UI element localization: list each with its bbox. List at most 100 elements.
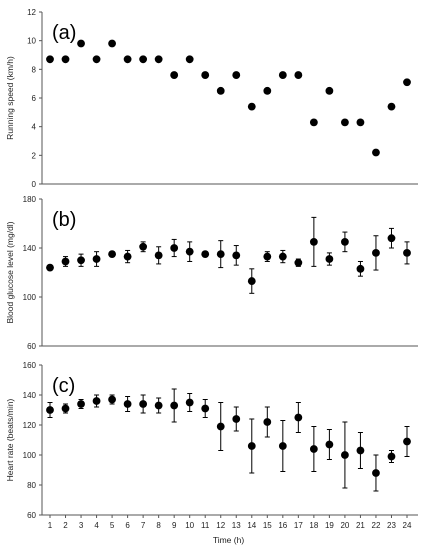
data-point bbox=[387, 102, 396, 111]
data-point bbox=[232, 415, 241, 423]
x-tick-label: 9 bbox=[172, 521, 177, 530]
data-point bbox=[325, 86, 334, 95]
y-tick-label: 180 bbox=[23, 195, 37, 204]
data-point bbox=[232, 71, 241, 79]
x-tick-label: 20 bbox=[340, 521, 349, 530]
data-point bbox=[201, 404, 210, 413]
x-tick-label: 6 bbox=[125, 521, 130, 530]
data-point bbox=[108, 250, 116, 259]
data-point bbox=[170, 401, 179, 410]
data-point bbox=[77, 39, 85, 48]
data-point bbox=[123, 400, 132, 408]
y-tick-label: 0 bbox=[32, 180, 37, 189]
data-point bbox=[201, 71, 210, 79]
x-tick-label: 23 bbox=[387, 521, 396, 530]
panel-1: 0 2 4 6 8 10 12 Running speed (km/h) (a) bbox=[5, 8, 418, 189]
data-point bbox=[387, 234, 396, 243]
x-tick-label: 3 bbox=[79, 521, 84, 530]
data-point bbox=[216, 250, 225, 259]
y-tick-label: 80 bbox=[27, 481, 36, 490]
data-point bbox=[92, 397, 101, 405]
data-point bbox=[185, 398, 194, 407]
data-point bbox=[263, 86, 272, 95]
x-tick-label: 4 bbox=[94, 521, 99, 530]
y-tick-label: 60 bbox=[27, 342, 36, 351]
data-point bbox=[294, 413, 303, 422]
data-point bbox=[278, 252, 287, 261]
data-point bbox=[372, 469, 380, 477]
data-point bbox=[341, 451, 349, 459]
y-tick-label: 8 bbox=[32, 65, 37, 74]
x-tick-label: 24 bbox=[403, 521, 412, 530]
data-point bbox=[372, 249, 380, 257]
data-point bbox=[170, 71, 179, 79]
data-point bbox=[309, 445, 318, 453]
panel-label: (a) bbox=[52, 22, 76, 44]
x-tick-label: 15 bbox=[263, 521, 272, 530]
data-point bbox=[263, 418, 272, 426]
data-point bbox=[341, 237, 349, 246]
x-tick-label: 13 bbox=[232, 521, 241, 530]
data-point bbox=[139, 242, 148, 251]
y-tick-label: 160 bbox=[23, 361, 37, 370]
data-point bbox=[403, 249, 411, 257]
y-tick-label: 140 bbox=[23, 391, 37, 400]
data-point bbox=[77, 256, 85, 265]
data-point bbox=[247, 102, 256, 111]
x-tick-label: 17 bbox=[294, 521, 303, 530]
x-tick-label: 21 bbox=[356, 521, 365, 530]
data-point bbox=[325, 440, 334, 449]
data-point bbox=[201, 250, 210, 259]
data-point bbox=[123, 55, 132, 64]
x-tick-label: 11 bbox=[201, 521, 210, 530]
data-point bbox=[154, 251, 163, 260]
x-tick-label: 7 bbox=[141, 521, 146, 530]
data-point bbox=[403, 78, 411, 87]
data-point bbox=[278, 442, 287, 450]
data-point bbox=[185, 247, 194, 256]
y-axis-label: Heart rate (beats/min) bbox=[5, 398, 15, 481]
y-tick-label: 4 bbox=[32, 123, 37, 132]
x-tick-label: 10 bbox=[185, 521, 194, 530]
data-point bbox=[263, 252, 272, 261]
data-point bbox=[356, 118, 365, 127]
data-point bbox=[356, 446, 365, 455]
x-tick-label: 8 bbox=[156, 521, 161, 530]
y-tick-label: 10 bbox=[27, 37, 36, 46]
data-point bbox=[46, 55, 54, 64]
data-point bbox=[46, 406, 54, 414]
data-point bbox=[294, 71, 303, 79]
data-point bbox=[356, 264, 365, 273]
x-tick-label: 5 bbox=[110, 521, 115, 530]
data-point bbox=[216, 86, 225, 95]
data-point bbox=[247, 442, 256, 450]
data-point bbox=[247, 277, 256, 285]
data-point bbox=[403, 437, 411, 446]
x-tick-label: 14 bbox=[247, 521, 256, 530]
y-tick-label: 100 bbox=[23, 451, 37, 460]
y-tick-label: 12 bbox=[27, 8, 36, 17]
x-tick-label: 18 bbox=[309, 521, 318, 530]
data-point bbox=[372, 148, 380, 157]
data-point bbox=[61, 404, 70, 413]
y-axis-label: Blood glucose level (mg/dl) bbox=[5, 221, 15, 323]
y-tick-label: 120 bbox=[23, 421, 37, 430]
x-tick-label: 16 bbox=[278, 521, 287, 530]
data-point bbox=[232, 251, 241, 260]
data-point bbox=[294, 258, 303, 267]
y-axis-label: Running speed (km/h) bbox=[5, 56, 15, 140]
data-point bbox=[61, 55, 70, 64]
data-point bbox=[92, 255, 101, 263]
data-point bbox=[154, 401, 163, 410]
data-point bbox=[108, 39, 116, 48]
y-tick-label: 6 bbox=[32, 94, 37, 103]
data-point bbox=[278, 71, 287, 79]
data-point bbox=[46, 263, 54, 272]
data-point bbox=[61, 257, 70, 266]
panel-2: 60 100 140 180 Blood glucose level (mg/dl) (b… bbox=[5, 195, 418, 351]
data-point bbox=[139, 400, 148, 408]
x-tick-label: 22 bbox=[372, 521, 381, 530]
y-tick-label: 100 bbox=[23, 293, 37, 302]
y-tick-label: 2 bbox=[32, 151, 37, 160]
